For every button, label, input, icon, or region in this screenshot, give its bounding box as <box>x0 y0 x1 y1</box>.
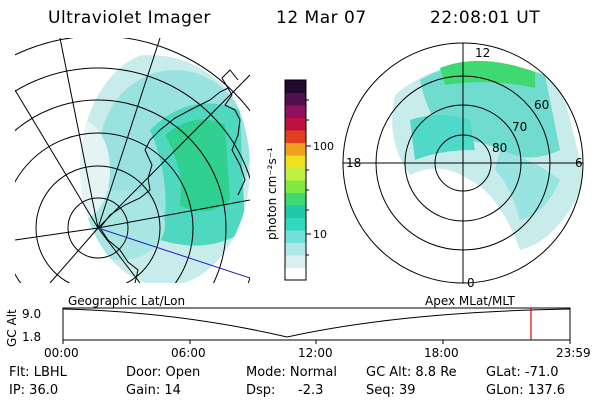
colorbar-segment <box>285 192 306 206</box>
colorbar-segment <box>285 230 306 243</box>
mlt-label-12: 12 <box>475 46 490 60</box>
polar-map-label: Apex MLat/MLT <box>425 294 515 308</box>
glat-readout: GLat: -71.0 <box>486 365 559 380</box>
colorbar-segment <box>285 242 306 256</box>
terminator-line <box>97 227 250 279</box>
colorbar-units-label: photon cm⁻²s⁻¹ <box>265 147 279 240</box>
colorbar-frame <box>284 79 307 281</box>
altitude-x-ticks <box>62 340 571 344</box>
instrument-title: Ultraviolet Imager <box>48 8 211 28</box>
colorbar-segment <box>285 205 306 218</box>
longitude-grid <box>15 38 250 283</box>
colorbar-segment <box>285 130 306 143</box>
observation-date: 12 Mar 07 <box>276 8 367 28</box>
mlat-label-70: 70 <box>512 120 527 134</box>
gain-readout: Gain: 14 <box>126 383 181 398</box>
filter-readout: Flt: LBHL <box>9 365 67 380</box>
dsp-value: -2.3 <box>298 383 324 398</box>
colorbar <box>285 80 306 281</box>
colorbar-ticks <box>306 99 311 256</box>
altitude-plot-frame <box>62 307 571 341</box>
colorbar-segment <box>285 267 306 281</box>
geographic-map-label: Geographic Lat/Lon <box>68 294 185 308</box>
mode-readout: Mode: Normal <box>246 365 337 380</box>
mlt-axes <box>343 43 583 283</box>
colorbar-segment <box>285 92 306 106</box>
altitude-xtick-2: 12:00 <box>298 346 333 360</box>
gc-alt-readout: GC Alt: 8.8 Re <box>366 365 457 380</box>
polar-map: 12 18 6 0 60 70 80 <box>342 42 584 290</box>
altitude-curve <box>62 308 571 338</box>
door-readout: Door: Open <box>126 365 201 380</box>
mlat-label-80: 80 <box>492 141 507 155</box>
ip-readout: IP: 36.0 <box>9 383 59 398</box>
altitude-plot: 9.0 1.8 GC Alt 00:00 06:00 12:00 18:00 2… <box>5 307 591 360</box>
colorbar-segment <box>285 142 306 156</box>
colorbar-tick-10: 10 <box>313 228 327 241</box>
altitude-ylabel: GC Alt <box>5 309 19 347</box>
glon-readout: GLon: 137.6 <box>486 383 566 398</box>
coastline <box>99 69 246 283</box>
colorbar-segment <box>285 155 306 168</box>
altitude-ytick-9: 9.0 <box>22 307 41 321</box>
right-auroral-image <box>392 60 583 250</box>
mlat-label-60: 60 <box>534 98 549 112</box>
altitude-xtick-3: 18:00 <box>424 346 459 360</box>
altitude-xtick-0: 00:00 <box>44 346 79 360</box>
latitude-grid <box>15 38 250 283</box>
colorbar-segment <box>285 80 306 93</box>
dsp-label: Dsp: <box>246 383 276 398</box>
mlt-label-0: 0 <box>467 276 475 290</box>
colorbar-segment <box>285 117 306 131</box>
colorbar-segment <box>285 105 306 118</box>
altitude-xtick-1: 06:00 <box>171 346 206 360</box>
colorbar-tick-100: 100 <box>313 140 334 153</box>
mlt-label-18: 18 <box>346 156 361 170</box>
mlt-label-6: 6 <box>575 156 583 170</box>
colorbar-segment <box>285 255 306 268</box>
altitude-ytick-1-8: 1.8 <box>22 330 41 344</box>
altitude-xtick-4: 23:59 <box>556 346 591 360</box>
colorbar-segment <box>285 180 306 193</box>
colorbar-segment <box>285 217 306 231</box>
seq-readout: Seq: 39 <box>366 383 416 398</box>
colorbar-segment <box>285 167 306 181</box>
observation-time: 22:08:01 UT <box>430 8 541 28</box>
